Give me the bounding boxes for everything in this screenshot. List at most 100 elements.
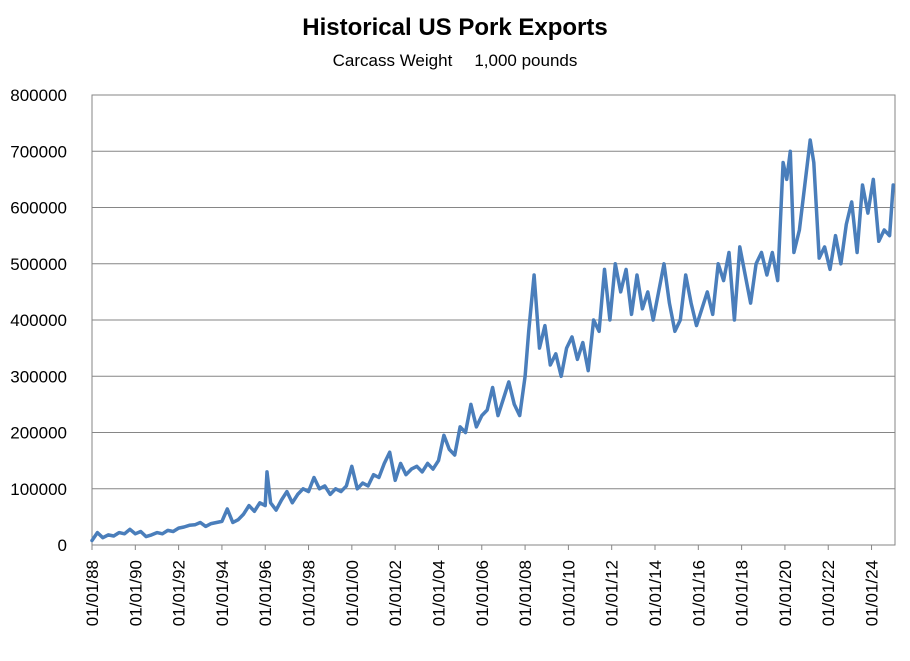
data-point <box>809 139 811 141</box>
x-tick-label: 01/01/88 <box>83 560 102 626</box>
data-point <box>475 426 477 428</box>
data-point <box>437 460 440 462</box>
data-point <box>528 330 530 332</box>
data-point <box>362 482 364 484</box>
data-point <box>140 530 142 533</box>
data-point <box>636 274 638 276</box>
data-point <box>856 251 858 254</box>
y-tick-label: 800000 <box>10 86 67 105</box>
data-point <box>340 491 342 493</box>
x-tick-label: 01/01/02 <box>386 560 405 626</box>
data-point <box>813 161 815 164</box>
data-point <box>492 386 494 389</box>
data-point <box>502 398 504 400</box>
data-point <box>789 150 791 152</box>
data-point <box>582 341 584 344</box>
data-point <box>405 474 407 476</box>
x-tick-label: 01/01/20 <box>776 560 795 626</box>
data-point <box>123 533 126 535</box>
data-point <box>464 431 467 434</box>
data-point <box>253 510 255 512</box>
data-point <box>872 178 874 180</box>
data-point <box>818 257 820 259</box>
data-point <box>668 302 671 304</box>
data-point <box>410 468 412 470</box>
data-point <box>102 537 104 539</box>
data-point <box>329 493 331 495</box>
data-point <box>481 415 483 417</box>
data-point <box>614 263 616 265</box>
data-point <box>744 274 746 276</box>
data-point <box>603 268 606 270</box>
data-point <box>641 308 644 310</box>
data-point <box>576 358 579 360</box>
data-point <box>324 485 326 487</box>
data-point <box>118 532 120 534</box>
data-point <box>383 462 385 464</box>
data-point <box>804 184 806 186</box>
data-point <box>335 488 337 490</box>
data-point <box>280 499 283 501</box>
data-point <box>486 409 488 411</box>
data-point <box>712 313 714 315</box>
data-point <box>266 471 268 473</box>
data-point <box>150 534 153 536</box>
series-line <box>90 138 895 543</box>
data-point <box>113 535 115 537</box>
data-point <box>443 434 445 436</box>
x-tick-label: 01/01/90 <box>126 560 145 626</box>
data-point <box>91 539 93 542</box>
data-point <box>167 529 169 532</box>
data-point <box>470 403 472 405</box>
data-point <box>432 468 434 470</box>
data-point <box>519 415 521 417</box>
y-tick-label: 700000 <box>10 142 67 161</box>
gridlines <box>92 150 895 490</box>
x-tick-label: 01/01/10 <box>559 560 578 626</box>
data-point <box>351 465 353 467</box>
data-point <box>367 485 369 487</box>
data-point <box>459 426 461 428</box>
data-point <box>538 347 541 349</box>
data-point <box>215 521 218 524</box>
data-point <box>706 291 708 293</box>
y-tick-label: 300000 <box>10 367 67 386</box>
data-point <box>630 313 633 315</box>
data-point <box>221 520 223 523</box>
data-point <box>782 161 784 164</box>
data-point <box>798 229 801 231</box>
data-point <box>598 330 600 332</box>
data-point <box>717 263 719 265</box>
data-point <box>750 302 752 304</box>
data-point <box>571 336 573 338</box>
data-point <box>156 532 158 534</box>
chart-title: Historical US Pork Exports <box>302 14 608 41</box>
data-point <box>389 451 391 453</box>
data-point <box>663 263 665 265</box>
data-point <box>286 491 288 493</box>
data-point <box>723 280 725 282</box>
data-point <box>210 523 212 525</box>
data-point <box>771 251 773 254</box>
data-point <box>372 474 375 476</box>
y-axis: 0 100000 200000 300000 400000 500000 600000 700… <box>10 86 67 555</box>
data-point <box>107 534 109 536</box>
chart-subtitle: Carcass Weight 1,000 pounds <box>0 51 910 71</box>
data-point <box>145 536 147 538</box>
data-point <box>454 454 456 456</box>
data-point <box>658 291 660 293</box>
data-point <box>275 509 277 511</box>
data-point <box>134 533 136 535</box>
x-tick-label: 01/01/18 <box>733 560 752 626</box>
data-point <box>620 291 622 293</box>
data-point <box>497 415 499 417</box>
data-point <box>549 364 551 366</box>
data-point <box>845 223 847 225</box>
data-point <box>248 505 250 507</box>
x-tick-label: 01/01/24 <box>863 560 882 626</box>
data-point <box>400 462 402 464</box>
data-point <box>755 263 757 265</box>
data-point <box>416 465 418 467</box>
data-point <box>647 291 649 293</box>
